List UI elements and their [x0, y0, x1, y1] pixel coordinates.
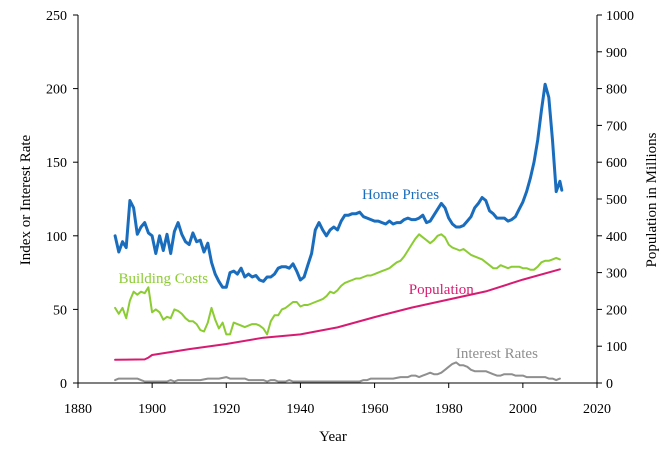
building-costs-label: Building Costs [118, 271, 208, 287]
chart-series-labels: Home Prices Building Costs Population Inter… [118, 187, 538, 362]
right-y-tick-label: 100 [606, 340, 627, 355]
home-prices-label: Home Prices [362, 187, 439, 203]
right-y-tick-label: 800 [606, 83, 627, 98]
left-y-tick-label: 250 [46, 9, 67, 24]
interest-rates-label: Interest Rates [456, 346, 538, 362]
x-tick-label: 1980 [435, 402, 463, 417]
right-y-tick-label: 600 [606, 156, 627, 171]
x-tick-label: 1940 [286, 402, 314, 417]
left-y-axis-title: Index or Interest Rate [18, 134, 34, 265]
population-label: Population [409, 282, 475, 298]
right-y-tick-label: 300 [606, 267, 627, 282]
right-y-tick-label: 200 [606, 303, 627, 318]
right-y-tick-label: 400 [606, 230, 627, 245]
x-tick-label: 1900 [138, 402, 166, 417]
left-y-tick-label: 50 [53, 303, 67, 318]
right-y-tick-label: 0 [606, 377, 613, 392]
left-y-tick-label: 200 [46, 83, 67, 98]
left-y-tick-label: 150 [46, 156, 67, 171]
x-tick-label: 2000 [509, 402, 537, 417]
left-y-tick-label: 0 [60, 377, 67, 392]
population-line [114, 268, 561, 361]
right-y-tick-label: 1000 [606, 9, 634, 24]
x-tick-label: 1960 [361, 402, 389, 417]
x-tick-label: 1920 [212, 402, 240, 417]
x-axis-title: Year [319, 429, 347, 445]
x-tick-label: 2020 [583, 402, 611, 417]
right-y-axis-title: Population in Millions [644, 132, 660, 267]
building-costs-line [114, 233, 561, 336]
left-y-tick-label: 100 [46, 230, 67, 245]
x-tick-label: 1880 [64, 402, 92, 417]
right-y-tick-label: 700 [606, 119, 627, 134]
chart-series [113, 82, 564, 383]
interest-rates-line [114, 361, 561, 383]
chart-ticks: 1880 1900 1920 1940 1960 1980 2000 202005010015… [46, 9, 634, 417]
right-y-tick-label: 500 [606, 193, 627, 208]
right-y-tick-label: 900 [606, 46, 627, 61]
home-prices-line [113, 82, 564, 289]
